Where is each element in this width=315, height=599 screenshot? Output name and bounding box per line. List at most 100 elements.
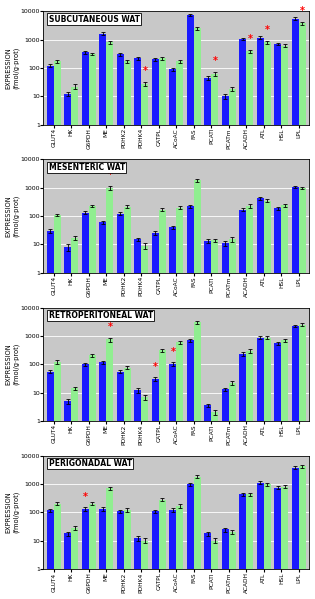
Bar: [299, 23, 306, 599]
Bar: [82, 364, 89, 599]
Bar: [152, 233, 159, 599]
Bar: [229, 240, 236, 599]
Bar: [274, 343, 281, 599]
Bar: [134, 240, 141, 599]
Bar: [281, 487, 289, 599]
Bar: [281, 205, 289, 599]
Bar: [211, 541, 218, 599]
Bar: [274, 488, 281, 599]
Bar: [47, 66, 54, 599]
Text: *: *: [107, 170, 112, 180]
Bar: [281, 340, 289, 599]
Bar: [204, 406, 211, 599]
Bar: [299, 466, 306, 599]
Bar: [71, 86, 78, 599]
Bar: [264, 42, 271, 599]
Bar: [239, 39, 246, 599]
Bar: [187, 484, 194, 599]
Bar: [124, 510, 131, 599]
Bar: [89, 54, 96, 599]
Text: *: *: [142, 66, 147, 75]
Bar: [169, 364, 176, 599]
Bar: [89, 355, 96, 599]
Bar: [246, 206, 253, 599]
Text: *: *: [212, 56, 217, 66]
Bar: [169, 69, 176, 599]
Bar: [47, 510, 54, 599]
Bar: [169, 227, 176, 599]
Bar: [141, 83, 148, 599]
Bar: [176, 207, 183, 599]
Y-axis label: EXPRESSION
(fmol/g·prot): EXPRESSION (fmol/g·prot): [6, 491, 19, 534]
Bar: [292, 468, 299, 599]
Bar: [176, 506, 183, 599]
Bar: [99, 362, 106, 599]
Bar: [64, 401, 71, 599]
Bar: [194, 28, 201, 599]
Bar: [211, 74, 218, 599]
Bar: [169, 510, 176, 599]
Text: SUBCUTANEOUS WAT: SUBCUTANEOUS WAT: [49, 14, 140, 23]
Bar: [124, 61, 131, 599]
Bar: [106, 43, 113, 599]
Text: MESENTERIC WAT: MESENTERIC WAT: [49, 163, 125, 172]
Bar: [194, 180, 201, 599]
Bar: [82, 509, 89, 599]
Text: *: *: [83, 492, 88, 502]
Bar: [82, 53, 89, 599]
Bar: [204, 78, 211, 599]
Bar: [274, 44, 281, 599]
Bar: [64, 533, 71, 599]
Bar: [159, 210, 166, 599]
Bar: [264, 484, 271, 599]
Text: RETROPERITONEAL WAT: RETROPERITONEAL WAT: [49, 311, 153, 320]
Y-axis label: EXPRESSION
(fmol/g·prot): EXPRESSION (fmol/g·prot): [6, 343, 19, 385]
Bar: [71, 388, 78, 599]
Bar: [54, 61, 61, 599]
Y-axis label: EXPRESSION
(fmol/g·prot): EXPRESSION (fmol/g·prot): [6, 47, 19, 89]
Bar: [281, 46, 289, 599]
Bar: [246, 494, 253, 599]
Bar: [89, 504, 96, 599]
Bar: [194, 322, 201, 599]
Bar: [99, 509, 106, 599]
Bar: [124, 368, 131, 599]
Bar: [229, 532, 236, 599]
Bar: [54, 504, 61, 599]
Bar: [117, 511, 124, 599]
Bar: [292, 19, 299, 599]
Bar: [134, 58, 141, 599]
Bar: [106, 488, 113, 599]
Bar: [194, 477, 201, 599]
Bar: [141, 246, 148, 599]
Bar: [64, 94, 71, 599]
Bar: [299, 187, 306, 599]
Text: PERIGONADAL WAT: PERIGONADAL WAT: [49, 459, 132, 468]
Bar: [54, 362, 61, 599]
Bar: [246, 351, 253, 599]
Bar: [299, 325, 306, 599]
Bar: [64, 247, 71, 599]
Bar: [176, 342, 183, 599]
Bar: [211, 412, 218, 599]
Bar: [159, 58, 166, 599]
Bar: [292, 187, 299, 599]
Bar: [246, 52, 253, 599]
Bar: [141, 397, 148, 599]
Bar: [99, 34, 106, 599]
Bar: [264, 201, 271, 599]
Bar: [134, 539, 141, 599]
Bar: [152, 379, 159, 599]
Bar: [229, 89, 236, 599]
Bar: [229, 383, 236, 599]
Bar: [47, 371, 54, 599]
Bar: [257, 198, 264, 599]
Bar: [211, 240, 218, 599]
Text: *: *: [265, 25, 270, 35]
Bar: [222, 243, 229, 599]
Bar: [99, 222, 106, 599]
Bar: [239, 354, 246, 599]
Text: *: *: [107, 322, 112, 332]
Y-axis label: EXPRESSION
(fmol/g·prot): EXPRESSION (fmol/g·prot): [6, 195, 19, 237]
Bar: [222, 96, 229, 599]
